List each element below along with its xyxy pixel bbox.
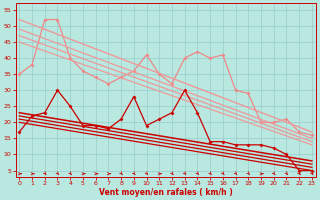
X-axis label: Vent moyen/en rafales ( km/h ): Vent moyen/en rafales ( km/h ) (99, 188, 232, 197)
